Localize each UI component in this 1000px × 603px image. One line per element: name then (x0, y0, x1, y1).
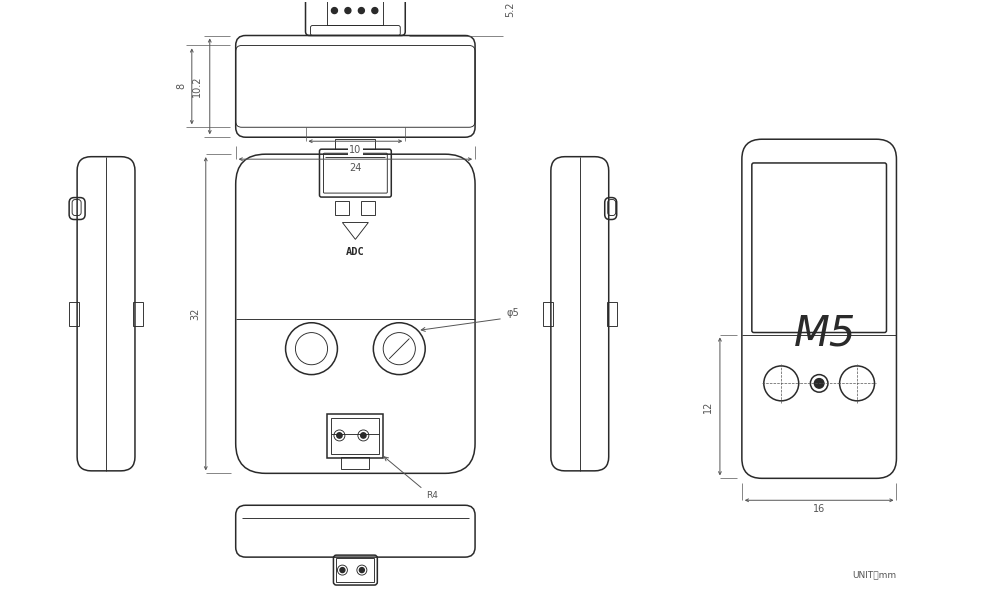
Text: 24: 24 (349, 163, 362, 173)
Bar (327, 0, 383, 25)
Bar (335, 201, 349, 215)
Circle shape (358, 8, 364, 13)
Circle shape (345, 8, 351, 13)
Circle shape (340, 567, 345, 573)
Bar (327, 414, 383, 458)
Text: 5.2: 5.2 (505, 2, 515, 17)
Text: 10: 10 (349, 145, 362, 155)
Text: 12: 12 (703, 400, 713, 412)
Bar (607, 302, 617, 326)
Circle shape (337, 433, 342, 438)
Bar (336, 558, 374, 582)
Text: φ5: φ5 (507, 308, 520, 318)
Text: 8: 8 (177, 83, 187, 89)
Bar (341, 458, 369, 469)
Circle shape (359, 567, 364, 573)
Bar (69, 302, 79, 326)
Text: M5: M5 (794, 313, 856, 355)
Circle shape (361, 433, 366, 438)
Bar (133, 302, 143, 326)
Bar (331, 418, 379, 455)
Text: 16: 16 (813, 504, 825, 514)
Text: UNIT：mm: UNIT：mm (852, 570, 896, 579)
Text: 10.2: 10.2 (192, 75, 202, 97)
Text: 32: 32 (191, 308, 201, 320)
Circle shape (814, 379, 824, 388)
Circle shape (331, 8, 337, 13)
Circle shape (372, 8, 378, 13)
Bar (335, 139, 375, 149)
Text: ADC: ADC (346, 247, 365, 257)
Text: R4: R4 (426, 491, 438, 500)
Bar (361, 201, 375, 215)
Bar (543, 302, 553, 326)
